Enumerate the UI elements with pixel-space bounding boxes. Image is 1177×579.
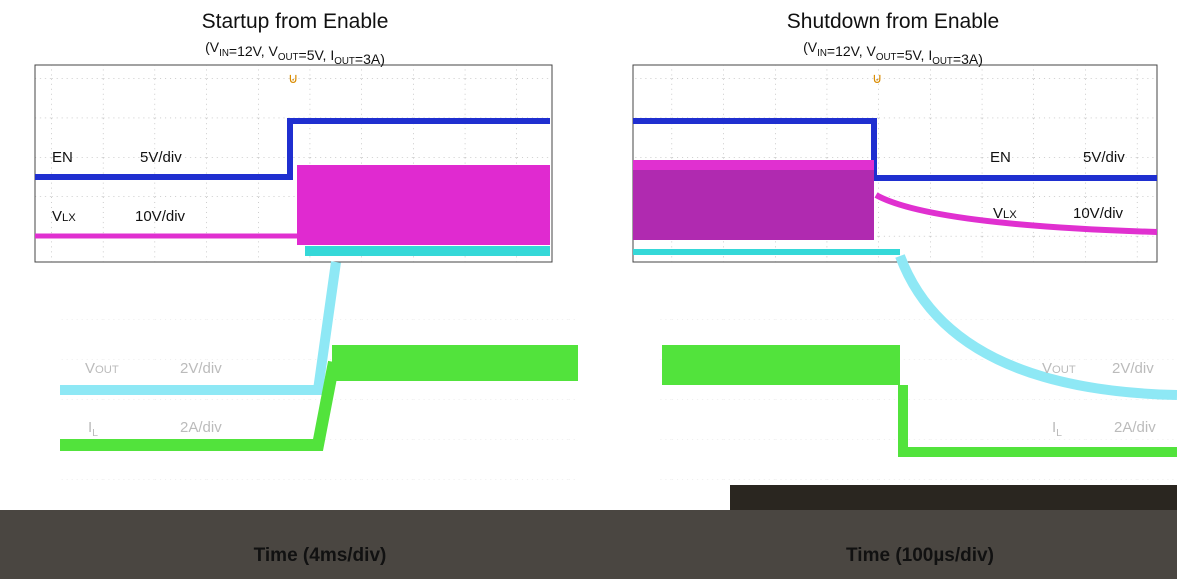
channel-label: EN: [52, 149, 73, 166]
text-segment: LX: [1003, 209, 1017, 221]
channel-scale: 2V/div: [1112, 360, 1154, 377]
text-segment: =12V, V: [229, 43, 279, 59]
right-panel: ⊍ Shutdown from Enable (VIN=12V, VOUT=5V…: [633, 10, 1177, 510]
text-segment: OUT: [876, 52, 897, 63]
text-segment: L: [1056, 427, 1062, 439]
trigger-marker: ⊍: [872, 70, 882, 86]
channel-scale: 2A/div: [180, 419, 222, 436]
vlx-switching: [297, 165, 550, 245]
text-segment: (V: [205, 39, 220, 55]
text-segment: V: [993, 205, 1003, 222]
footer-band: [0, 510, 1177, 579]
subtitle: (VIN=12V, VOUT=5V, IOUT=3A): [803, 39, 983, 67]
il-ripple: [662, 345, 900, 385]
text-segment: IN: [817, 48, 827, 59]
title: Shutdown from Enable: [787, 10, 999, 33]
figure: ⊍ Startup from Enable (VIN=12V, VOUT=5V,…: [0, 0, 1177, 579]
il-ripple: [332, 345, 578, 381]
text-segment: L: [92, 427, 98, 439]
left-panel: ⊍ Startup from Enable (VIN=12V, VOUT=5V,…: [35, 10, 578, 500]
text-segment: OUT: [95, 364, 119, 376]
trigger-marker: ⊍: [288, 70, 298, 86]
scope-strip: [730, 485, 1177, 510]
time-scale: Time (4ms/div): [254, 545, 387, 566]
text-segment: (V: [803, 39, 818, 55]
text-segment: =3A): [355, 51, 385, 67]
text-segment: =5V, I: [299, 47, 335, 63]
text-segment: =5V, I: [897, 47, 933, 63]
text-segment: V: [1042, 360, 1052, 377]
text-segment: IN: [219, 48, 229, 59]
text-segment: V: [85, 360, 95, 377]
vout-trace-top: [305, 246, 550, 256]
text-segment: OUT: [932, 56, 953, 67]
text-segment: OUT: [334, 56, 355, 67]
vlx-switching-top: [633, 160, 874, 170]
channel-scale: 10V/div: [135, 208, 186, 225]
channel-scale: 5V/div: [1083, 149, 1125, 166]
text-segment: =12V, V: [827, 43, 877, 59]
text-segment: LX: [62, 212, 76, 224]
text-segment: =3A): [953, 51, 983, 67]
channel-scale: 2A/div: [1114, 419, 1156, 436]
channel-scale: 10V/div: [1073, 205, 1124, 222]
channel-scale: 5V/div: [140, 149, 182, 166]
channel-scale: 2V/div: [180, 360, 222, 377]
channel-label: EN: [990, 149, 1011, 166]
title: Startup from Enable: [202, 10, 389, 33]
subtitle: (VIN=12V, VOUT=5V, IOUT=3A): [205, 39, 385, 67]
text-segment: V: [52, 208, 62, 225]
vlx-switching: [633, 160, 874, 240]
text-segment: OUT: [1052, 364, 1076, 376]
text-segment: OUT: [278, 52, 299, 63]
time-scale: Time (100µs/div): [846, 545, 994, 566]
